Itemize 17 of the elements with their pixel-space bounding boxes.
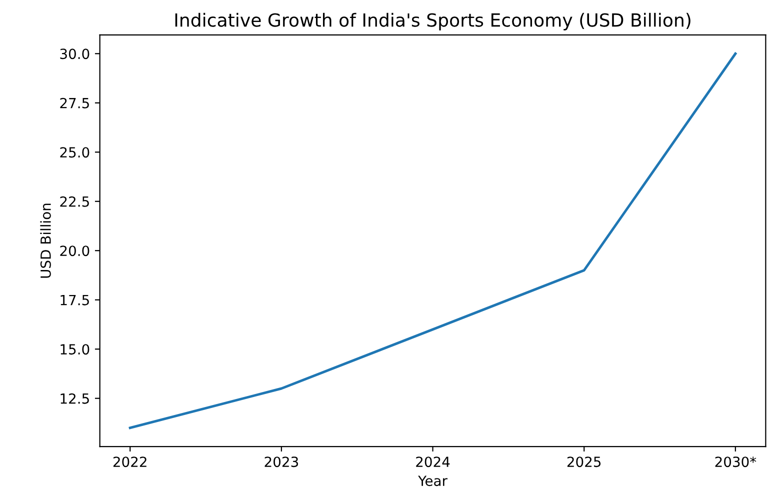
y-tick-label: 30.0 bbox=[60, 48, 90, 60]
y-tick-label: 25.0 bbox=[60, 147, 90, 158]
x-tick-label: 2025 bbox=[567, 456, 601, 468]
y-axis-title: USD Billion bbox=[40, 204, 51, 278]
x-axis-title: Year bbox=[418, 476, 448, 486]
y-tick-label: 17.5 bbox=[60, 295, 89, 306]
x-tick-label: 2024 bbox=[416, 456, 450, 468]
chart-title: Indicative Growth of India's Sports Economy (USD Billion) bbox=[175, 12, 690, 30]
y-tick-label: 12.5 bbox=[60, 393, 89, 404]
x-tick-label: 2023 bbox=[264, 456, 298, 468]
y-tick-label: 27.5 bbox=[60, 98, 89, 108]
x-tick-label: 2030* bbox=[715, 456, 756, 468]
y-tick-label: 15.0 bbox=[60, 344, 90, 355]
line-series bbox=[128, 52, 737, 430]
y-tick-label: 22.5 bbox=[60, 196, 89, 207]
y-tick-label: 20.0 bbox=[60, 246, 90, 256]
x-tick-label: 2022 bbox=[113, 456, 146, 468]
